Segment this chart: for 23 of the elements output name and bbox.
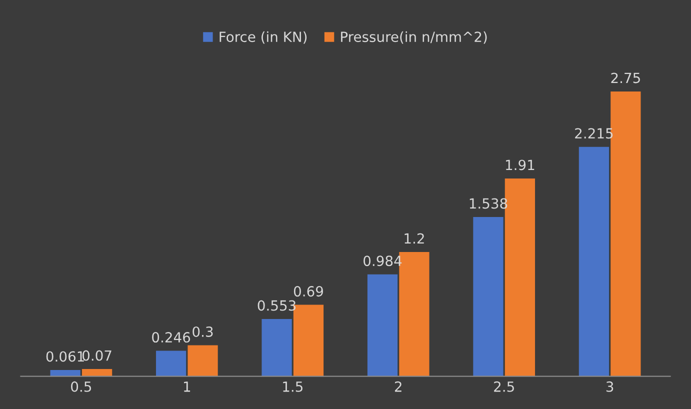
x-tick-label: 1.5 (283, 382, 302, 392)
data-label: 1.2 (404, 233, 424, 244)
data-label: 0.553 (258, 300, 296, 311)
data-label: 0.07 (82, 350, 112, 361)
bar (188, 345, 218, 376)
x-tick-label: 0.5 (71, 381, 92, 392)
data-label: 2.75 (611, 72, 640, 84)
data-label: 0.69 (294, 286, 323, 297)
bar (367, 274, 398, 376)
data-label: 0.246 (152, 332, 190, 343)
bar (473, 216, 504, 376)
bar (578, 146, 610, 376)
data-label: 1.91 (506, 160, 534, 170)
bar (262, 319, 292, 376)
x-tick-label: 1 (184, 382, 190, 392)
x-tick-label: 3 (606, 381, 614, 392)
legend-label: Force (in KN) (220, 31, 307, 44)
legend-label: Pressure(in n/mm^2) (341, 31, 487, 44)
x-tick-label: 2.5 (494, 381, 514, 392)
data-label: 0.3 (192, 326, 213, 337)
data-label: 0.061 (46, 351, 84, 362)
x-tick-label: 2 (394, 381, 402, 392)
bar (156, 350, 186, 376)
